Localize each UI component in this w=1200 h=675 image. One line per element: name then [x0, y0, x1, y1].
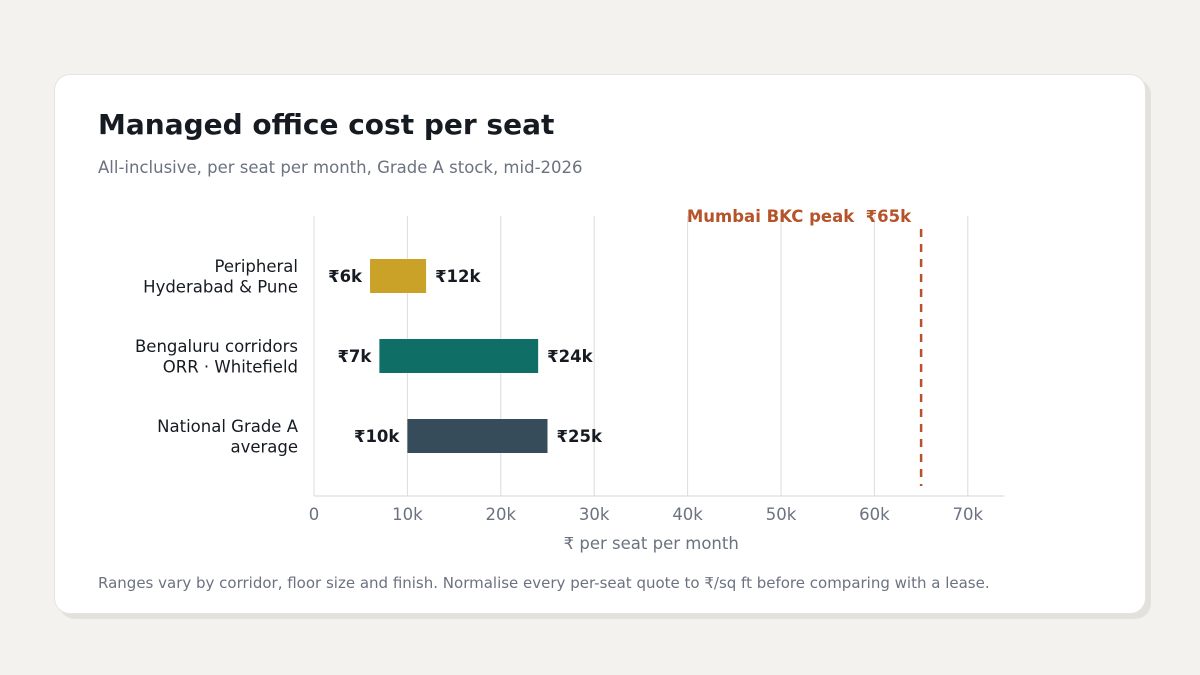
x-tick-label: 70k — [953, 505, 984, 524]
range-bar — [407, 419, 548, 453]
category-label: Peripheral — [215, 257, 298, 276]
chart-footnote: Ranges vary by corridor, floor size and … — [98, 574, 990, 592]
x-tick-label: 10k — [392, 505, 423, 524]
range-low-label: ₹10k — [354, 427, 400, 446]
x-tick-label: 40k — [672, 505, 703, 524]
range-high-label: ₹24k — [547, 347, 593, 366]
range-high-label: ₹12k — [435, 267, 481, 286]
category-label: Bengaluru corridors — [135, 337, 298, 356]
chart-subtitle: All-inclusive, per seat per month, Grade… — [98, 158, 583, 177]
chart-card — [54, 74, 1146, 614]
x-tick-label: 60k — [859, 505, 890, 524]
x-tick-label: 0 — [309, 505, 320, 524]
range-bar — [379, 339, 539, 373]
x-tick-label: 50k — [766, 505, 797, 524]
range-bar — [370, 259, 427, 293]
x-axis-title: ₹ per seat per month — [564, 534, 739, 553]
range-low-label: ₹6k — [328, 267, 363, 286]
x-tick-label: 20k — [486, 505, 517, 524]
category-label: ORR · Whitefield — [163, 357, 298, 376]
chart-title: Managed office cost per seat — [98, 108, 555, 141]
category-label: National Grade A — [157, 417, 299, 436]
category-label: average — [230, 437, 298, 456]
reference-line-label: Mumbai BKC peak ₹65k — [687, 207, 912, 226]
x-tick-label: 30k — [579, 505, 610, 524]
range-low-label: ₹7k — [337, 347, 372, 366]
range-high-label: ₹25k — [557, 427, 603, 446]
category-label: Hyderabad & Pune — [143, 277, 298, 296]
